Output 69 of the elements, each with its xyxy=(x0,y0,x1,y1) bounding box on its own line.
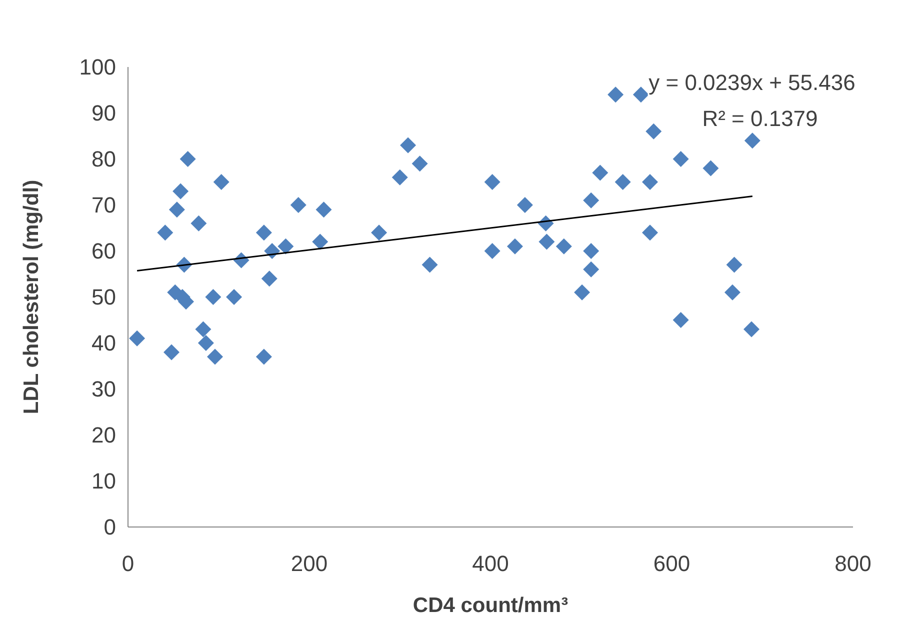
y-tick-label: 40 xyxy=(92,330,116,356)
point xyxy=(583,192,600,208)
y-tick-label: 30 xyxy=(92,376,116,402)
point xyxy=(642,174,658,190)
x-tick-label: 200 xyxy=(290,551,328,576)
x-tick-label: 400 xyxy=(472,551,509,576)
point xyxy=(180,151,196,167)
point xyxy=(198,335,214,351)
point xyxy=(538,234,555,250)
x-axis-title: CD4 count/mm³ xyxy=(412,594,568,617)
y-tick-label: 90 xyxy=(92,100,116,126)
y-tick-label: 80 xyxy=(92,146,116,172)
point xyxy=(744,321,760,338)
y-tick-label: 10 xyxy=(92,468,116,494)
point xyxy=(583,261,600,278)
point xyxy=(190,215,207,232)
point xyxy=(400,137,416,154)
point xyxy=(412,156,428,172)
point xyxy=(583,243,600,259)
point xyxy=(290,197,306,213)
point xyxy=(726,256,742,273)
point xyxy=(744,132,760,149)
point xyxy=(702,160,719,176)
point xyxy=(608,86,624,103)
point xyxy=(574,284,590,300)
x-tick-label: 600 xyxy=(653,551,690,576)
point xyxy=(157,224,174,241)
point xyxy=(614,174,631,190)
point xyxy=(168,202,185,218)
point xyxy=(205,289,222,305)
x-tick-label: 800 xyxy=(834,551,872,576)
point xyxy=(642,224,658,241)
point xyxy=(371,224,388,241)
annotation: R² = 0.1379 xyxy=(702,106,818,131)
point xyxy=(278,238,294,254)
y-tick-label: 50 xyxy=(92,284,116,310)
point xyxy=(484,174,500,190)
y-tick-label: 100 xyxy=(79,54,116,80)
point xyxy=(129,330,146,346)
point xyxy=(646,123,662,140)
point xyxy=(672,151,689,167)
point xyxy=(392,169,408,186)
point xyxy=(592,164,608,181)
y-tick-label: 70 xyxy=(92,192,116,218)
point xyxy=(256,348,272,365)
point xyxy=(316,202,332,218)
point xyxy=(422,256,438,273)
point xyxy=(256,224,272,241)
y-tick-label: 60 xyxy=(92,238,116,264)
point xyxy=(213,174,230,190)
point xyxy=(672,312,689,328)
point xyxy=(164,344,180,360)
point xyxy=(632,86,649,103)
point xyxy=(261,270,278,287)
point xyxy=(195,321,212,338)
point xyxy=(724,284,740,300)
annotation: y = 0.0239x + 55.436 xyxy=(648,70,856,95)
point xyxy=(556,238,572,254)
point xyxy=(207,348,223,365)
point xyxy=(226,289,242,305)
point xyxy=(506,238,523,254)
x-tick-label: 0 xyxy=(122,551,134,576)
point xyxy=(312,234,328,250)
point xyxy=(172,183,189,200)
point xyxy=(516,197,533,213)
y-tick-label: 20 xyxy=(92,422,116,448)
y-tick-label: 0 xyxy=(104,514,116,540)
point xyxy=(484,243,500,259)
y-axis-title: LDL cholesterol (mg/dl) xyxy=(20,180,43,414)
